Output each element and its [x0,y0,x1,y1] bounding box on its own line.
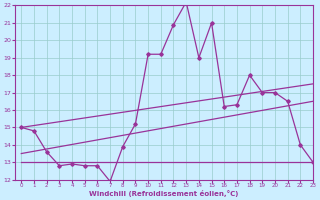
X-axis label: Windchill (Refroidissement éolien,°C): Windchill (Refroidissement éolien,°C) [89,190,239,197]
